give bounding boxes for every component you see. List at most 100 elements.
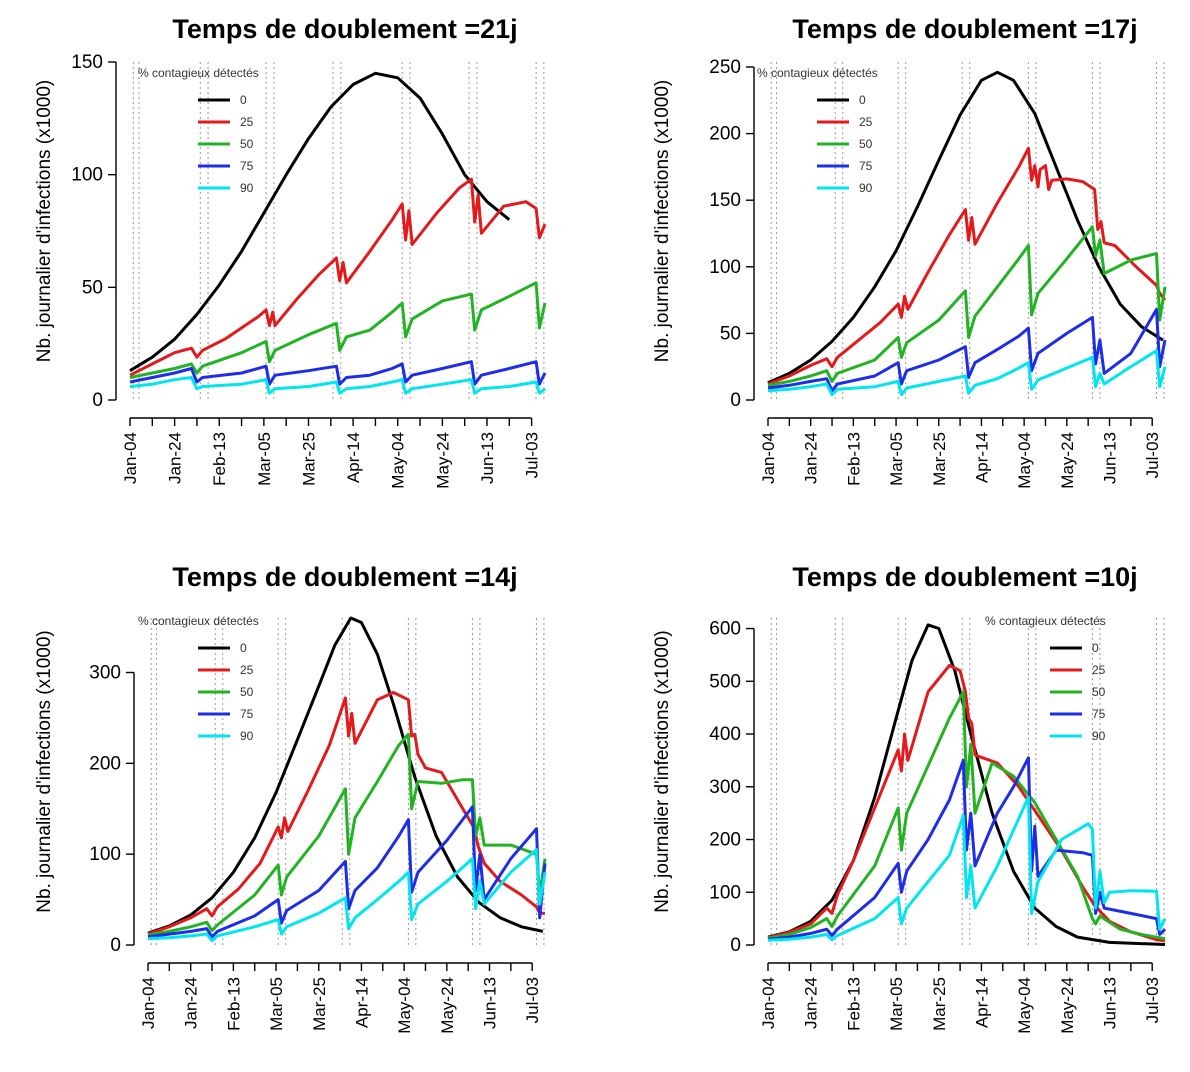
- x-tick-label: Jan-04: [121, 432, 140, 484]
- x-tick-label: May-24: [1058, 977, 1077, 1034]
- y-tick-label: 500: [709, 671, 741, 692]
- legend-label: 0: [859, 93, 866, 107]
- y-tick-label: 200: [709, 124, 741, 145]
- legend-label: 25: [240, 115, 254, 129]
- x-tick-label: Feb-13: [844, 977, 863, 1031]
- legend-title: % contagieux détectés: [138, 66, 259, 80]
- series-line-0: [129, 71, 511, 372]
- y-tick-label: 200: [709, 830, 741, 851]
- series-line-25: [767, 664, 1166, 943]
- series-line-0: [767, 70, 1164, 385]
- x-tick-label: Apr-14: [352, 977, 371, 1028]
- x-tick-label: Mar-25: [299, 432, 318, 486]
- x-tick-label: Mar-05: [887, 432, 906, 486]
- series-line-25: [147, 691, 545, 936]
- y-tick-label: 150: [709, 190, 741, 211]
- y-axis-label: Nb. journalier d'infections (x1000): [652, 80, 673, 362]
- legend-label: 90: [859, 181, 873, 195]
- legend-title: % contagieux détectés: [985, 614, 1106, 628]
- legend-label: 90: [240, 729, 254, 743]
- y-tick-label: 50: [720, 323, 741, 344]
- x-tick-label: Mar-05: [887, 977, 906, 1031]
- series-line-0: [147, 616, 544, 935]
- x-tick-label: May-24: [433, 432, 452, 489]
- series-line-50: [767, 225, 1167, 387]
- panel-doubling-17: Temps de doublement =17j Nb. journalier d…: [652, 14, 1167, 489]
- series-line-0: [767, 623, 1166, 946]
- legend-label: 50: [1092, 685, 1106, 699]
- y-tick-label: 250: [709, 57, 741, 78]
- legend-label: 25: [240, 663, 254, 677]
- x-tick-label: May-24: [1058, 432, 1077, 489]
- legend-label: 25: [859, 115, 873, 129]
- legend-label: 50: [240, 685, 254, 699]
- x-tick-label: Jul-03: [1143, 432, 1162, 478]
- y-tick-label: 400: [709, 724, 741, 745]
- series-line-75: [767, 756, 1167, 941]
- chart-title: Temps de doublement =10j: [792, 562, 1137, 592]
- y-axis-label: Nb. journalier d'infections (x1000): [34, 630, 55, 912]
- series-line-25: [767, 146, 1167, 386]
- panel-doubling-21: Temps de doublement =21j Nb. journalier d…: [34, 14, 547, 489]
- y-tick-label: 0: [730, 390, 741, 411]
- x-tick-label: Apr-14: [344, 432, 363, 483]
- legend-label: 25: [1092, 663, 1106, 677]
- x-tick-label: Jan-04: [759, 432, 778, 484]
- series-line-50: [147, 732, 547, 937]
- legend-label: 90: [240, 181, 254, 195]
- panel-doubling-10: Temps de doublement =10j Nb. journalier d…: [652, 562, 1167, 1034]
- x-tick-label: Mar-25: [930, 432, 949, 486]
- legend-label: 0: [240, 641, 247, 655]
- legend-label: 0: [1092, 641, 1099, 655]
- x-tick-label: Jan-24: [166, 432, 185, 484]
- legend-label: 75: [240, 707, 254, 721]
- x-tick-label: Jan-04: [139, 977, 158, 1029]
- series-line-90: [767, 349, 1167, 397]
- chart-title: Temps de doublement =14j: [172, 562, 517, 592]
- chart-title: Temps de doublement =17j: [792, 14, 1137, 44]
- x-tick-label: Jul-03: [523, 432, 542, 478]
- x-tick-label: Mar-05: [255, 432, 274, 486]
- y-tick-label: 150: [71, 52, 103, 73]
- series-line-90: [767, 795, 1167, 942]
- series-line-90: [129, 376, 546, 395]
- series-line-75: [767, 307, 1167, 393]
- y-axis-label: Nb. journalier d'infections (x1000): [652, 630, 673, 912]
- x-tick-label: May-04: [395, 977, 414, 1034]
- y-tick-label: 0: [92, 390, 103, 411]
- series-line-50: [129, 281, 547, 379]
- series-line-75: [147, 805, 547, 939]
- x-tick-label: Jun-13: [1101, 977, 1120, 1029]
- chart-title: Temps de doublement =21j: [172, 14, 517, 44]
- x-tick-label: Apr-14: [972, 432, 991, 483]
- x-tick-label: Jul-03: [1143, 977, 1162, 1023]
- x-tick-label: Feb-13: [844, 432, 863, 486]
- y-tick-label: 0: [730, 935, 741, 956]
- y-tick-label: 300: [709, 777, 741, 798]
- x-tick-label: Jun-13: [1101, 432, 1120, 484]
- x-tick-label: Mar-05: [267, 977, 286, 1031]
- x-tick-label: May-24: [438, 977, 457, 1034]
- x-tick-label: Jan-24: [182, 977, 201, 1029]
- x-tick-label: Jun-13: [478, 432, 497, 484]
- y-tick-label: 0: [110, 935, 121, 956]
- y-tick-label: 100: [709, 882, 741, 903]
- y-tick-label: 200: [89, 753, 121, 774]
- y-tick-label: 600: [709, 619, 741, 640]
- series-line-50: [767, 690, 1166, 941]
- legend-label: 50: [240, 137, 254, 151]
- x-tick-label: Jun-13: [481, 977, 500, 1029]
- x-tick-label: May-04: [389, 432, 408, 489]
- x-tick-label: Feb-13: [224, 977, 243, 1031]
- x-tick-label: Jul-03: [523, 977, 542, 1023]
- x-tick-label: Jan-24: [802, 432, 821, 484]
- legend-label: 75: [1092, 707, 1106, 721]
- y-tick-label: 100: [71, 165, 103, 186]
- y-axis-label: Nb. journalier d'infections (x1000): [34, 80, 55, 362]
- y-tick-label: 100: [709, 257, 741, 278]
- y-tick-label: 300: [89, 663, 121, 684]
- legend-label: 0: [240, 93, 247, 107]
- x-tick-label: Mar-25: [310, 977, 329, 1031]
- series-line-75: [129, 360, 547, 386]
